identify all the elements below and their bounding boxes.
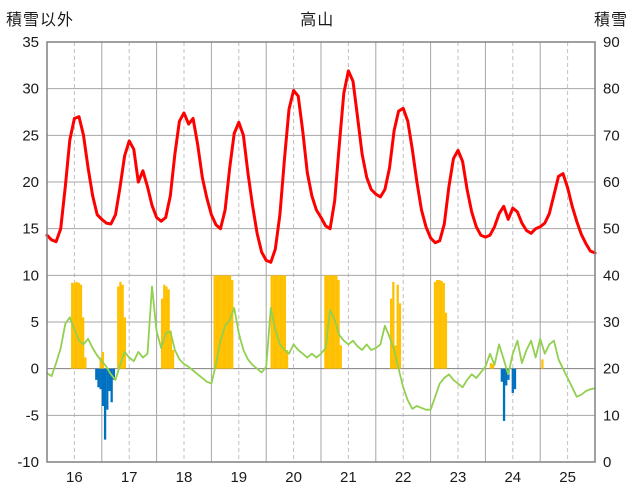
svg-text:10: 10 [603,407,620,424]
svg-text:10: 10 [22,267,39,284]
green-line [46,285,596,411]
svg-text:25: 25 [22,127,39,144]
svg-text:35: 35 [22,34,39,51]
svg-text:30: 30 [603,314,620,331]
svg-text:-10: -10 [17,454,39,471]
svg-text:18: 18 [176,469,193,486]
x-axis-tick-labels: 16 17 18 19 20 21 22 23 24 25 [66,469,576,486]
svg-text:19: 19 [230,469,247,486]
svg-text:30: 30 [22,81,39,98]
svg-text:90: 90 [603,34,620,51]
svg-text:70: 70 [603,127,620,144]
plot-border [46,41,596,463]
right-axis-title: 積雪 [593,12,628,29]
svg-text:40: 40 [603,267,620,284]
left-axis-title: 積雪以外 [6,12,75,29]
svg-text:24: 24 [504,469,521,486]
svg-text:0: 0 [31,361,39,378]
svg-text:50: 50 [603,221,620,238]
svg-text:23: 23 [450,469,467,486]
svg-text:20: 20 [22,174,39,191]
right-axis-tick-labels: 0 10 20 30 40 50 60 70 80 90 [603,34,620,471]
gridlines-vertical [46,42,596,462]
chart-title: 高山 [300,12,335,29]
svg-text:16: 16 [66,469,83,486]
svg-text:25: 25 [559,469,576,486]
svg-text:20: 20 [603,361,620,378]
svg-text:-5: -5 [26,407,39,424]
svg-text:60: 60 [603,174,620,191]
svg-text:22: 22 [395,469,412,486]
svg-text:5: 5 [31,314,39,331]
svg-text:17: 17 [121,469,138,486]
svg-text:80: 80 [603,81,620,98]
svg-text:20: 20 [285,469,302,486]
left-axis-tick-labels: -10 -5 0 5 10 15 20 25 30 35 [17,34,39,471]
red-line [45,69,597,264]
svg-text:21: 21 [340,469,357,486]
svg-text:0: 0 [603,454,611,471]
svg-text:15: 15 [22,221,39,238]
